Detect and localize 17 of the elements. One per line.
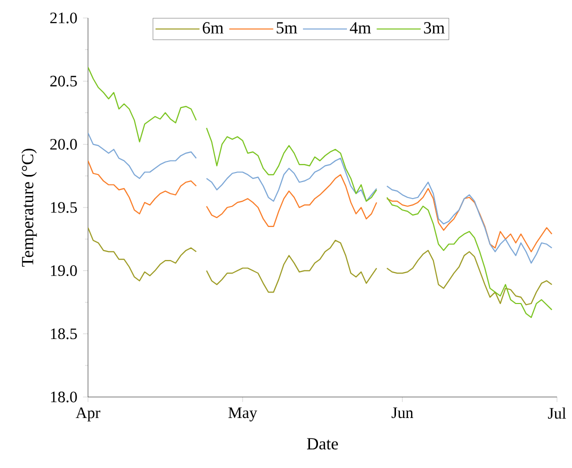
x-tick-label: May xyxy=(228,408,258,422)
legend-label: 4m xyxy=(350,22,371,34)
x-tick-label: Jul xyxy=(548,408,566,419)
x-tick-label: Jun xyxy=(392,408,414,418)
y-tick-label: 18.0 xyxy=(50,392,77,402)
y-tick-label: 19.5 xyxy=(50,202,77,213)
y-tick-label: 20.5 xyxy=(50,76,77,87)
y-tick-label: 18.5 xyxy=(50,328,77,340)
y-axis-title: Temperature (°C) xyxy=(21,148,37,267)
legend-label: 6m xyxy=(202,22,224,34)
y-tick-label: 19.0 xyxy=(50,265,77,276)
legend-label: 5m xyxy=(276,22,298,34)
legend-label: 3m xyxy=(424,22,445,34)
x-axis-title: Date xyxy=(306,438,338,450)
y-tick-label: 21.0 xyxy=(50,12,77,24)
x-tick-label: Apr xyxy=(76,408,100,422)
y-tick-label: 20.0 xyxy=(50,138,77,150)
